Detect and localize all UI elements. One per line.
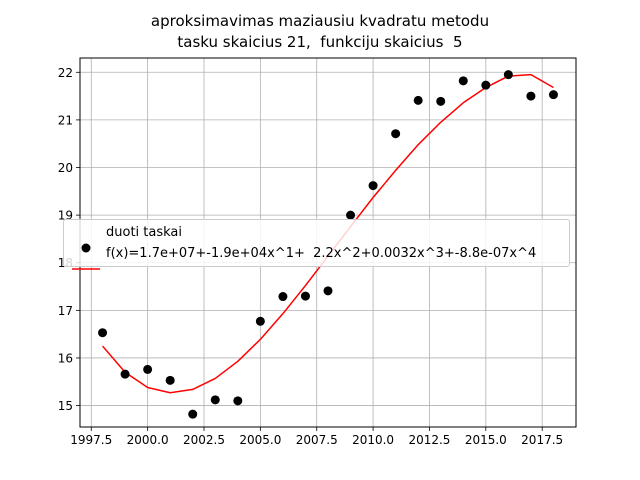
data-point — [526, 91, 536, 101]
data-point — [503, 70, 513, 80]
data-point — [323, 286, 333, 296]
y-tick-label: 20 — [58, 161, 73, 175]
y-tick-label: 22 — [58, 66, 73, 80]
legend-marker-point — [81, 243, 91, 253]
data-point — [481, 80, 491, 90]
data-point — [346, 210, 356, 220]
data-point — [210, 395, 220, 405]
data-point — [278, 292, 288, 302]
x-tick-label: 2015.0 — [465, 433, 507, 447]
legend-entry-fit: f(x)=1.7e+07+-1.9e+04x^1+ 2.2x^2+0.0032x… — [72, 244, 536, 270]
chart-title-line-1: aproksimavimas maziausiu kvadratu metodu — [150, 12, 490, 30]
data-point — [188, 409, 198, 419]
x-tick-label: 2012.5 — [408, 433, 450, 447]
data-point — [255, 316, 265, 326]
data-point — [143, 364, 153, 374]
x-tick-label: 2005.0 — [239, 433, 281, 447]
y-tick-label: 21 — [58, 113, 73, 127]
chart-title-line-2: tasku skaicius 21, funkciju skaicius 5 — [177, 33, 463, 51]
data-point — [548, 90, 558, 100]
legend-label-fit: f(x)=1.7e+07+-1.9e+04x^1+ 2.2x^2+0.0032x… — [106, 246, 537, 261]
x-tick-label: 2010.0 — [352, 433, 394, 447]
y-tick-label: 15 — [58, 399, 73, 413]
x-tick-label: 2017.5 — [521, 433, 563, 447]
x-tick-label: 2007.5 — [296, 433, 338, 447]
x-tick-label: 1997.5 — [70, 433, 112, 447]
data-point — [300, 291, 310, 301]
legend-marker-fit — [72, 268, 100, 270]
data-point — [436, 96, 446, 106]
data-point — [165, 375, 175, 385]
data-point — [413, 95, 423, 105]
legend-entry-points: duoti taskai — [72, 223, 182, 253]
data-point — [458, 76, 468, 86]
data-point — [233, 396, 243, 406]
data-point — [368, 181, 378, 191]
data-points-layer — [98, 70, 558, 419]
x-tick-label: 2000.0 — [127, 433, 169, 447]
y-tick-label: 17 — [58, 304, 73, 318]
legend: duoti taskai f(x)=1.7e+07+-1.9e+04x^1+ 2… — [63, 219, 570, 270]
axis-ticks: 1997.5 2000.0 2002.5 2005.0 2007.5 2010.0 2012… — [58, 66, 563, 447]
data-point — [120, 369, 130, 379]
x-tick-label: 2002.5 — [183, 433, 225, 447]
data-point — [98, 328, 108, 338]
y-tick-label: 16 — [58, 351, 73, 365]
data-point — [391, 129, 401, 139]
legend-label-points: duoti taskai — [106, 225, 183, 240]
